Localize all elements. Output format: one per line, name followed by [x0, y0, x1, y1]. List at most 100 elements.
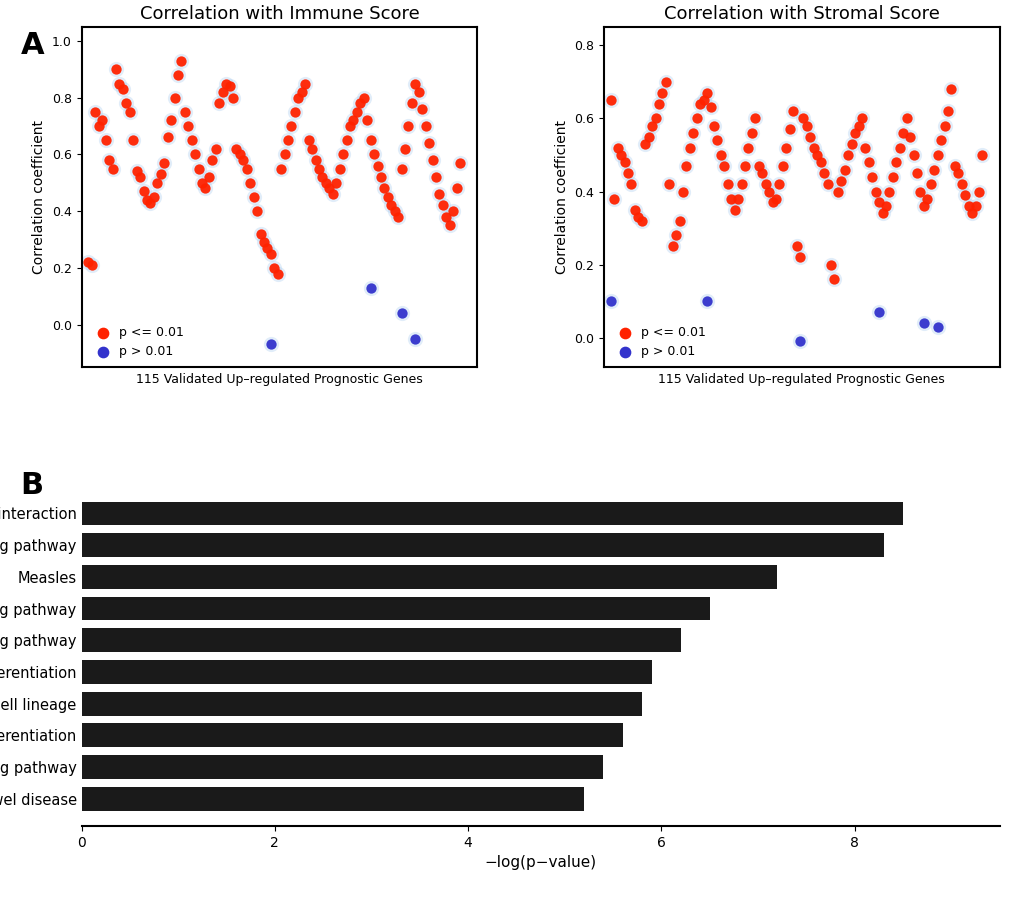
- Point: [973, 148, 989, 163]
- Point: [121, 105, 138, 119]
- Point: [935, 119, 952, 133]
- Point: [338, 133, 355, 147]
- Point: [293, 85, 310, 100]
- Point: [417, 119, 433, 133]
- Point: [407, 76, 423, 91]
- Point: [114, 82, 130, 96]
- Point: [781, 122, 797, 136]
- Point: [269, 267, 285, 281]
- Point: [383, 198, 399, 213]
- Point: [307, 153, 323, 167]
- Point: [870, 305, 887, 320]
- Text: A: A: [20, 31, 44, 60]
- Text: B: B: [20, 471, 44, 500]
- Point: [602, 92, 619, 107]
- Point: [183, 133, 200, 147]
- Point: [297, 76, 313, 91]
- Point: [311, 162, 327, 176]
- Point: [318, 176, 334, 190]
- Point: [633, 214, 649, 228]
- Legend: p <= 0.01, p > 0.01: p <= 0.01, p > 0.01: [88, 323, 186, 361]
- Point: [626, 203, 642, 217]
- Point: [870, 195, 887, 209]
- Point: [238, 162, 255, 176]
- Point: [760, 184, 776, 198]
- Point: [344, 113, 361, 128]
- Point: [623, 177, 639, 191]
- Point: [424, 153, 440, 167]
- Bar: [82, 629, 680, 652]
- Point: [411, 85, 427, 100]
- Point: [740, 140, 756, 154]
- Point: [334, 147, 351, 162]
- Point: [757, 177, 773, 191]
- Point: [204, 153, 220, 167]
- Point: [620, 166, 636, 180]
- Point: [111, 76, 127, 91]
- Point: [877, 199, 894, 214]
- Point: [125, 133, 142, 147]
- Point: [898, 111, 914, 126]
- Point: [915, 199, 931, 214]
- Point: [101, 153, 117, 167]
- Point: [609, 140, 626, 154]
- Point: [163, 113, 179, 128]
- Point: [788, 239, 804, 253]
- Point: [698, 85, 714, 100]
- Point: [946, 159, 962, 173]
- Point: [341, 119, 358, 133]
- Point: [273, 162, 289, 176]
- Point: [815, 166, 832, 180]
- Point: [750, 159, 766, 173]
- Point: [730, 191, 746, 206]
- Point: [204, 153, 220, 167]
- Point: [850, 119, 866, 133]
- Point: [321, 181, 337, 196]
- Point: [338, 133, 355, 147]
- Point: [623, 177, 639, 191]
- Point: [324, 187, 340, 201]
- Point: [750, 159, 766, 173]
- Point: [252, 226, 268, 241]
- Point: [812, 155, 828, 170]
- Point: [149, 176, 165, 190]
- Point: [743, 126, 759, 140]
- Point: [246, 189, 262, 204]
- Point: [801, 129, 817, 144]
- Point: [211, 96, 227, 110]
- Point: [444, 204, 461, 218]
- Point: [235, 153, 252, 167]
- Point: [915, 199, 931, 214]
- Point: [259, 241, 275, 255]
- Point: [114, 82, 130, 96]
- Point: [249, 204, 265, 218]
- Point: [657, 75, 674, 89]
- Point: [808, 148, 824, 163]
- Point: [359, 113, 375, 128]
- Point: [362, 280, 378, 295]
- Point: [726, 203, 742, 217]
- Point: [276, 147, 292, 162]
- Point: [719, 177, 736, 191]
- Point: [777, 140, 794, 154]
- Point: [647, 111, 663, 126]
- Point: [763, 195, 780, 209]
- Point: [383, 198, 399, 213]
- Point: [612, 148, 629, 163]
- Point: [359, 113, 375, 128]
- Point: [908, 166, 924, 180]
- Point: [341, 119, 358, 133]
- Point: [451, 155, 468, 170]
- Point: [880, 184, 897, 198]
- Point: [242, 176, 258, 190]
- Point: [633, 214, 649, 228]
- Point: [660, 177, 677, 191]
- Point: [702, 101, 718, 115]
- Point: [966, 199, 982, 214]
- Point: [853, 111, 869, 126]
- Point: [379, 189, 395, 204]
- Point: [911, 184, 927, 198]
- Point: [87, 105, 103, 119]
- Point: [101, 153, 117, 167]
- Point: [815, 166, 832, 180]
